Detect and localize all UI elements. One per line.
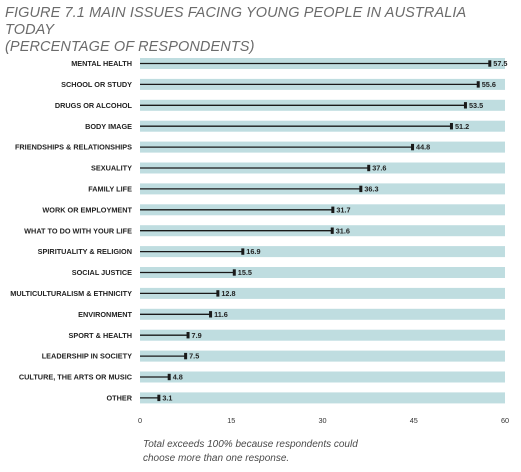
value-label: 55.6: [482, 80, 496, 89]
chart-title: FIGURE 7.1 MAIN ISSUES FACING YOUNG PEOP…: [5, 5, 517, 56]
category-label: DRUGS OR ALCOHOL: [55, 101, 133, 110]
x-tick-label: 60: [501, 416, 509, 425]
category-label: OTHER: [106, 394, 132, 403]
value-label: 37.6: [372, 164, 386, 173]
bar-end-marker: [241, 248, 245, 255]
category-label: SCHOOL OR STUDY: [61, 80, 132, 89]
bar-end-marker: [367, 164, 371, 172]
value-label: 44.8: [416, 143, 430, 152]
chart-title-line-2: (PERCENTAGE OF RESPONDENTS): [5, 39, 255, 55]
bar-end-marker: [209, 311, 213, 318]
value-label: 3.1: [162, 394, 172, 403]
value-label: 31.7: [336, 205, 350, 214]
value-label: 4.8: [173, 373, 183, 382]
bar-track: [140, 392, 505, 404]
bar-end-marker: [167, 373, 171, 381]
value-label: 7.9: [192, 331, 202, 340]
footnote-line-1: Total exceeds 100% because respondents c…: [143, 439, 358, 450]
bar-end-marker: [232, 269, 236, 276]
bar-end-marker: [184, 352, 188, 360]
value-label: 51.2: [455, 122, 469, 131]
footnote-line-2: choose more than one response.: [143, 453, 290, 464]
value-label: 12.8: [221, 289, 235, 298]
value-label: 57.5: [493, 59, 507, 68]
category-label: WORK OR EMPLOYMENT: [42, 205, 132, 214]
x-tick-label: 15: [227, 416, 235, 425]
x-tick-label: 0: [138, 416, 142, 425]
value-label: 16.9: [246, 247, 260, 256]
bar-end-marker: [463, 102, 467, 109]
bar-end-marker: [411, 143, 415, 151]
chart-title-line-1: FIGURE 7.1 MAIN ISSUES FACING YOUNG PEOP…: [5, 5, 466, 38]
bar-end-marker: [186, 332, 190, 339]
category-label: SPIRITUALITY & RELIGION: [38, 247, 132, 256]
value-label: 15.5: [238, 268, 252, 277]
bar-end-marker: [330, 227, 334, 234]
value-label: 53.5: [469, 101, 483, 110]
bar-track: [140, 371, 505, 383]
bar-end-marker: [157, 394, 161, 402]
category-label: MULTICULTURALISM & ETHNICITY: [10, 289, 132, 298]
bar-end-marker: [216, 290, 220, 297]
category-label: ENVIRONMENT: [78, 310, 132, 319]
category-label: FAMILY LIFE: [88, 185, 132, 194]
category-label: SPORT & HEALTH: [68, 331, 132, 340]
value-label: 7.5: [189, 352, 199, 361]
category-label: CULTURE, THE ARTS OR MUSIC: [19, 373, 133, 382]
bar-track: [140, 246, 505, 258]
bar-end-marker: [359, 185, 363, 193]
bar-track: [140, 329, 505, 341]
value-label: 31.6: [336, 226, 350, 235]
bar-track: [140, 308, 505, 320]
category-label: FRIENDSHIPS & RELATIONSHIPS: [15, 143, 132, 152]
value-label: 11.6: [214, 310, 228, 319]
category-label: BODY IMAGE: [85, 122, 132, 131]
bar-end-marker: [449, 123, 453, 130]
bar-end-marker: [331, 206, 335, 213]
bar-track: [140, 287, 505, 299]
bar-track: [140, 267, 505, 278]
value-label: 36.3: [364, 185, 378, 194]
category-label: SEXUALITY: [91, 164, 132, 173]
bar-end-marker: [476, 81, 480, 88]
x-tick-label: 45: [410, 416, 418, 425]
category-label: LEADERSHIP IN SOCIETY: [42, 352, 132, 361]
category-label: SOCIAL JUSTICE: [72, 268, 132, 277]
category-label: WHAT TO DO WITH YOUR LIFE: [24, 226, 132, 235]
x-tick-label: 30: [318, 416, 326, 425]
bar-track: [140, 350, 505, 362]
bar-end-marker: [488, 60, 492, 67]
footnote: Total exceeds 100% because respondents c…: [143, 438, 443, 466]
category-label: MENTAL HEALTH: [71, 59, 132, 68]
